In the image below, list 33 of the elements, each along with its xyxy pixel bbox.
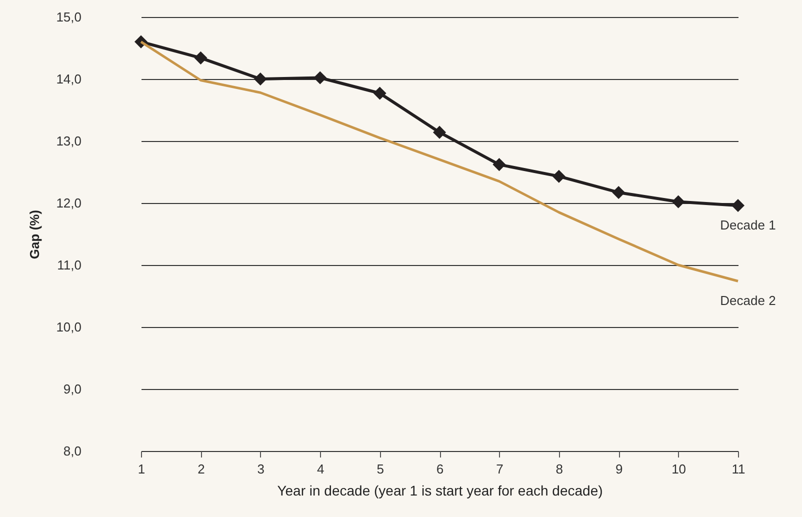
x-axis-title: Year in decade (year 1 is start year for each decade) [277, 482, 603, 498]
x-tick-label: 10 [672, 462, 686, 476]
point [672, 195, 685, 208]
y-tick-label: 13,0 [56, 134, 82, 148]
point [612, 186, 626, 199]
x-tick-label: 11 [732, 462, 746, 476]
point [552, 170, 566, 183]
x-tick-label: 3 [257, 462, 265, 476]
point [194, 51, 208, 64]
y-tick-label: 11,0 [57, 258, 82, 272]
point [314, 71, 327, 84]
x-tick-label: 4 [316, 462, 324, 476]
x-tick-label: 1 [138, 462, 146, 476]
y-tick-label: 9,0 [63, 382, 82, 396]
y-axis-title: Gap (%) [27, 210, 42, 260]
series-label: Decade 2 [720, 293, 776, 308]
y-tick-label: 14,0 [56, 72, 82, 86]
point [254, 72, 267, 86]
y-tick-label: 15,0 [56, 10, 82, 24]
x-tick-label: 9 [615, 462, 623, 476]
x-tick-label: 8 [556, 462, 564, 476]
x-tick-label: 5 [376, 462, 384, 476]
point [373, 86, 386, 100]
y-tick-label: 12,0 [56, 196, 82, 210]
point [432, 126, 446, 139]
x-tick-label: 2 [198, 462, 205, 476]
y-tick-label: 8,0 [63, 444, 82, 458]
point [492, 158, 506, 172]
y-tick-label: 10,0 [56, 320, 82, 334]
x-tick-label: 7 [496, 462, 504, 476]
x-tick-label: 6 [436, 462, 444, 476]
point [731, 198, 745, 212]
series-label: Decade 1 [720, 217, 776, 232]
